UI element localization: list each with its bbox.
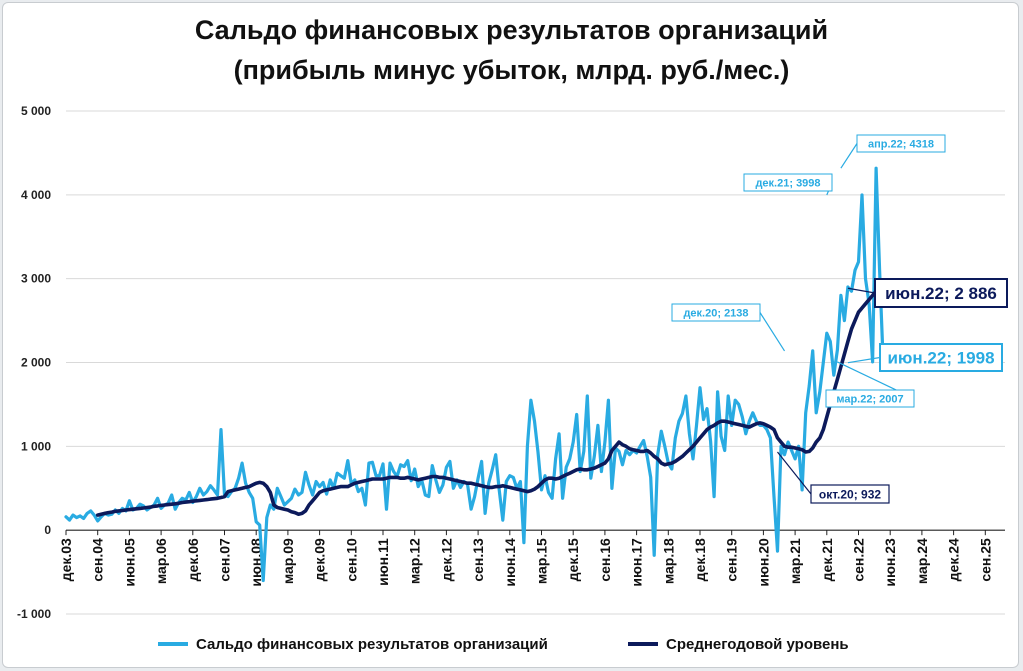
- data-label: окт.20; 932: [819, 487, 882, 501]
- chart-subtitle: (прибыль минус убыток, млрд. руб./мес.): [233, 55, 790, 85]
- x-tick-label: сен.13: [470, 538, 486, 582]
- y-tick-label: 2 000: [21, 356, 51, 370]
- callout-leader: [847, 287, 876, 294]
- x-tick-label: мар.24: [914, 538, 930, 584]
- x-tick-label: дек.24: [946, 538, 962, 581]
- callout-box: [825, 389, 915, 408]
- x-tick-label: дек.15: [565, 538, 581, 581]
- y-tick-label: 0: [44, 523, 51, 537]
- chart-title: Сальдо финансовых результатов организаци…: [194, 15, 829, 45]
- x-tick-label: сен.04: [90, 538, 106, 582]
- x-tick-label: дек.03: [58, 538, 74, 581]
- x-tick-label: мар.21: [787, 538, 803, 584]
- y-tick-label: 1 000: [21, 439, 51, 453]
- y-tick-label: 4 000: [21, 188, 51, 202]
- x-tick-label: мар.06: [153, 538, 169, 584]
- x-tick-label: дек.18: [692, 538, 708, 581]
- callout-box: [874, 278, 1008, 308]
- data-label: дек.21; 3998: [755, 177, 820, 189]
- data-label: дек.20; 2138: [683, 307, 748, 319]
- x-tick-label: июн.23: [882, 538, 898, 587]
- x-tick-label: июн.17: [629, 538, 645, 587]
- x-tick-label: сен.10: [343, 538, 359, 582]
- callout-leader: [840, 143, 858, 169]
- y-tick-label: 5 000: [21, 104, 51, 118]
- data-label: июн.22; 2 886: [885, 284, 997, 303]
- x-tick-label: дек.21: [819, 538, 835, 581]
- line-chart: -1 000 0 1 000 2 000 3 000 4 000 5 000 дек.03 се…: [17, 104, 1008, 653]
- x-tick-label: июн.20: [755, 538, 771, 587]
- callout-leader: [847, 356, 881, 364]
- x-tick-label: мар.09: [280, 538, 296, 584]
- x-tick-label: сен.22: [851, 538, 867, 582]
- monthly-balance-line: [64, 166, 885, 583]
- x-tick-label: дек.12: [438, 538, 454, 581]
- callout-box: [671, 303, 761, 322]
- data-label: июн.22; 1998: [887, 349, 994, 368]
- x-tick-label: мар.15: [534, 538, 550, 584]
- callout-leader: [777, 451, 812, 495]
- x-tick-label: дек.06: [185, 538, 201, 581]
- x-tick-label: сен.16: [597, 538, 613, 582]
- x-tick-label: июн.05: [121, 538, 137, 587]
- x-tick-label: июн.14: [502, 538, 518, 587]
- callout-box: [856, 134, 946, 153]
- x-tick-label: сен.07: [217, 538, 233, 582]
- legend-label: Среднегодовой уровень: [666, 636, 849, 653]
- callout-box: [743, 173, 833, 192]
- x-tick-label: сен.25: [977, 538, 993, 582]
- x-tick-label: сен.19: [724, 538, 740, 582]
- x-tick-label: дек.09: [312, 538, 328, 581]
- x-tick-label: июн.11: [375, 538, 391, 586]
- callout-box: [810, 484, 890, 504]
- data-label: мар.22; 2007: [836, 393, 903, 405]
- y-tick-label: 3 000: [21, 272, 51, 286]
- y-tick-label: -1 000: [17, 607, 51, 621]
- x-tick-label: мар.12: [407, 538, 423, 584]
- legend-label: Сальдо финансовых результатов организаци…: [196, 636, 548, 653]
- annual-average-line: [95, 286, 886, 517]
- callout-box: [879, 343, 1003, 372]
- callout-leader: [759, 312, 786, 352]
- data-label: апр.22; 4318: [868, 138, 934, 150]
- x-tick-label: мар.18: [660, 538, 676, 584]
